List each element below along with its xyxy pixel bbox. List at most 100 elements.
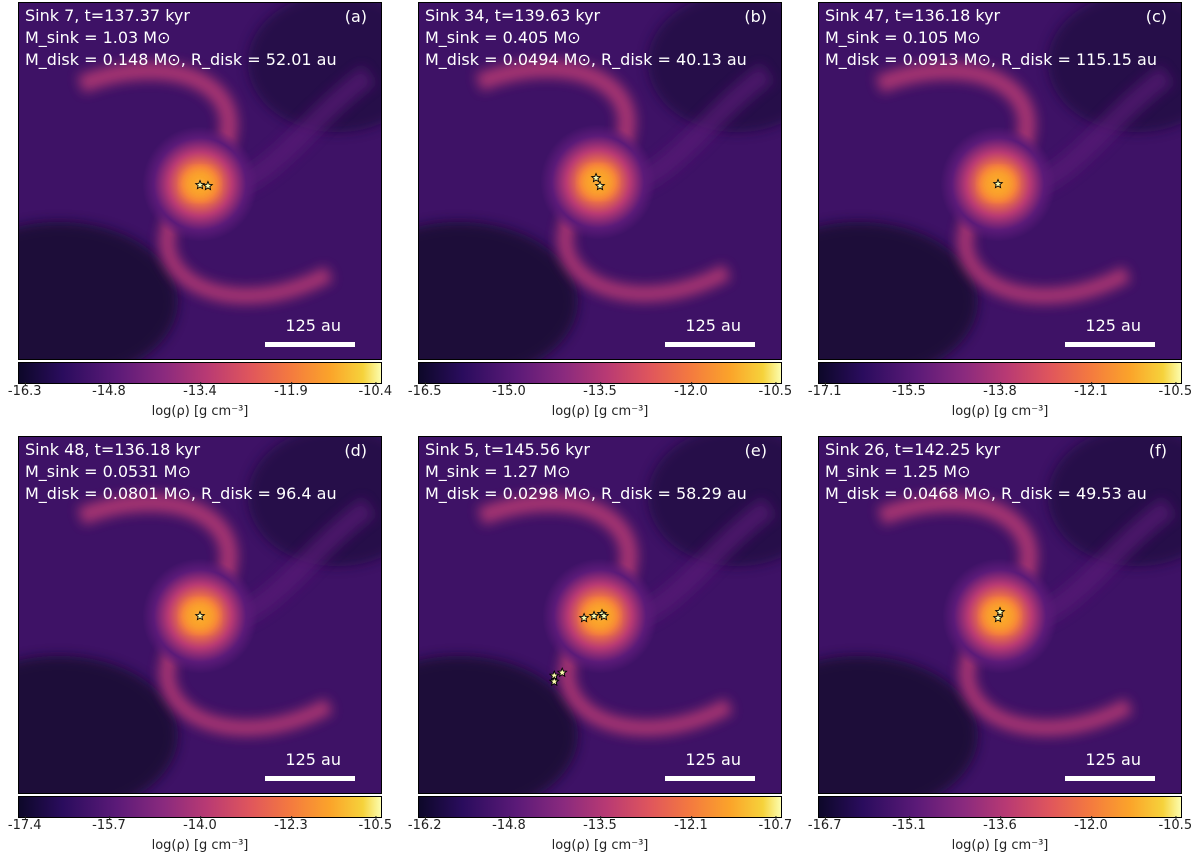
colorbar-tick-label: -12.1 bbox=[674, 816, 708, 833]
scale-bar-label: 125 au bbox=[285, 750, 341, 769]
panel-e: Sink 5, t=145.56 kyr M_sink = 1.27 M⊙ M_di… bbox=[400, 434, 800, 868]
sink-star-marker bbox=[578, 612, 590, 623]
scale-bar bbox=[265, 776, 355, 781]
panel-annotation: Sink 34, t=139.63 kyr M_sink = 0.405 M⊙ M_… bbox=[425, 5, 747, 71]
density-image bbox=[419, 437, 781, 793]
colorbar-label: log(ρ) [g cm⁻³] bbox=[951, 404, 1049, 419]
sink-time-label: Sink 7, t=137.37 kyr bbox=[25, 6, 190, 25]
sink-time-label: Sink 34, t=139.63 kyr bbox=[425, 6, 601, 25]
density-image bbox=[19, 437, 381, 793]
density-map: Sink 47, t=136.18 kyr M_sink = 0.105 M⊙ M_… bbox=[818, 2, 1182, 360]
colorbar-label: log(ρ) [g cm⁻³] bbox=[151, 838, 249, 853]
disk-mass-radius-label: M_disk = 0.0913 M⊙, R_disk = 115.15 au bbox=[825, 50, 1157, 69]
colorbar bbox=[418, 796, 782, 818]
colorbar-tick-label: -12.1 bbox=[1074, 382, 1108, 399]
colorbar-tick-label: -10.5 bbox=[1158, 816, 1193, 833]
sink-star-marker bbox=[194, 179, 206, 190]
colorbar-tick-label: -16.2 bbox=[407, 816, 442, 833]
colorbar-tick-label: -16.3 bbox=[7, 382, 42, 399]
panel-b: Sink 34, t=139.63 kyr M_sink = 0.405 M⊙ M_… bbox=[400, 0, 800, 434]
sink-time-label: Sink 47, t=136.18 kyr bbox=[825, 6, 1001, 25]
sink-mass-label: M_sink = 0.0531 M⊙ bbox=[25, 462, 191, 481]
colorbar-tick-label: -14.0 bbox=[183, 816, 217, 833]
density-map: Sink 26, t=142.25 kyr M_sink = 1.25 M⊙ M_d… bbox=[818, 436, 1182, 794]
density-map: Sink 7, t=137.37 kyr M_sink = 1.03 M⊙ M_di… bbox=[18, 2, 382, 360]
disk-mass-radius-label: M_disk = 0.0468 M⊙, R_disk = 49.53 au bbox=[825, 484, 1147, 503]
sink-mass-label: M_sink = 0.105 M⊙ bbox=[825, 28, 981, 47]
colorbar-tick-label: -17.1 bbox=[807, 382, 842, 399]
colorbar-tick-label: -10.5 bbox=[1158, 382, 1193, 399]
density-image bbox=[19, 3, 381, 359]
colorbar-tick-label: -15.0 bbox=[492, 382, 526, 399]
colorbar-tick-label: -13.6 bbox=[983, 816, 1017, 833]
colorbar bbox=[818, 796, 1182, 818]
colorbar-ticks: -16.2 -14.8 -13.5 -12.1 -10.7 bbox=[408, 816, 792, 836]
sink-star-marker bbox=[598, 610, 610, 621]
colorbar-tick-label: -15.7 bbox=[92, 816, 126, 833]
colorbar-label: log(ρ) [g cm⁻³] bbox=[151, 404, 249, 419]
colorbar-ticks: -17.4 -15.7 -14.0 -12.3 -10.5 bbox=[8, 816, 392, 836]
density-image bbox=[819, 437, 1181, 793]
sink-time-label: Sink 26, t=142.25 kyr bbox=[825, 440, 1001, 459]
sink-time-label: Sink 5, t=145.56 kyr bbox=[425, 440, 590, 459]
sink-mass-label: M_sink = 1.27 M⊙ bbox=[425, 462, 571, 481]
sink-star-marker bbox=[992, 178, 1004, 189]
colorbar-ticks: -16.3 -14.8 -13.4 -11.9 -10.4 bbox=[8, 382, 392, 402]
colorbar-tick-label: -12.0 bbox=[674, 382, 708, 399]
scale-bar bbox=[1065, 776, 1155, 781]
colorbar-tick-label: -16.7 bbox=[807, 816, 842, 833]
sink-mass-label: M_sink = 0.405 M⊙ bbox=[425, 28, 581, 47]
colorbar bbox=[18, 796, 382, 818]
colorbar-label: log(ρ) [g cm⁻³] bbox=[951, 838, 1049, 853]
sink-star-marker bbox=[194, 610, 206, 621]
disk-mass-radius-label: M_disk = 0.148 M⊙, R_disk = 52.01 au bbox=[25, 50, 337, 69]
panel-annotation: Sink 48, t=136.18 kyr M_sink = 0.0531 M⊙ M… bbox=[25, 439, 337, 505]
colorbar-tick-label: -15.5 bbox=[892, 382, 926, 399]
colorbar-tick-label: -12.3 bbox=[274, 816, 308, 833]
colorbar-tick-label: -10.7 bbox=[758, 816, 793, 833]
colorbar bbox=[18, 362, 382, 384]
disk-mass-radius-label: M_disk = 0.0494 M⊙, R_disk = 40.13 au bbox=[425, 50, 747, 69]
scale-bar-label: 125 au bbox=[1085, 316, 1141, 335]
colorbar-tick-label: -10.5 bbox=[358, 816, 393, 833]
density-image bbox=[419, 3, 781, 359]
colorbar-tick-label: -17.4 bbox=[7, 816, 42, 833]
colorbar-tick-label: -14.8 bbox=[92, 382, 126, 399]
scale-bar-label: 125 au bbox=[1085, 750, 1141, 769]
colorbar-tick-label: -13.8 bbox=[983, 382, 1017, 399]
sink-star-marker bbox=[588, 610, 600, 621]
density-map: Sink 5, t=145.56 kyr M_sink = 1.27 M⊙ M_di… bbox=[418, 436, 782, 794]
colorbar-tick-label: -10.5 bbox=[758, 382, 793, 399]
colorbar-ticks: -16.5 -15.0 -13.5 -12.0 -10.5 bbox=[408, 382, 792, 402]
colorbar-tick-label: -15.1 bbox=[892, 816, 926, 833]
scale-bar bbox=[665, 342, 755, 347]
panel-f: Sink 26, t=142.25 kyr M_sink = 1.25 M⊙ M_d… bbox=[800, 434, 1200, 868]
colorbar-ticks: -17.1 -15.5 -13.8 -12.1 -10.5 bbox=[808, 382, 1192, 402]
colorbar-tick-label: -13.4 bbox=[183, 382, 217, 399]
density-map: Sink 34, t=139.63 kyr M_sink = 0.405 M⊙ M_… bbox=[418, 2, 782, 360]
panel-annotation: Sink 5, t=145.56 kyr M_sink = 1.27 M⊙ M_di… bbox=[425, 439, 747, 505]
scale-bar-label: 125 au bbox=[685, 316, 741, 335]
panel-c: Sink 47, t=136.18 kyr M_sink = 0.105 M⊙ M_… bbox=[800, 0, 1200, 434]
colorbar-tick-label: -13.5 bbox=[583, 816, 617, 833]
density-map: Sink 48, t=136.18 kyr M_sink = 0.0531 M⊙ M… bbox=[18, 436, 382, 794]
sink-star-marker bbox=[202, 180, 214, 191]
sink-mass-label: M_sink = 1.25 M⊙ bbox=[825, 462, 971, 481]
colorbar-tick-label: -10.4 bbox=[358, 382, 393, 399]
panel-annotation: Sink 47, t=136.18 kyr M_sink = 0.105 M⊙ M_… bbox=[825, 5, 1157, 71]
colorbar-tick-label: -12.0 bbox=[1074, 816, 1108, 833]
sink-star-marker bbox=[594, 180, 606, 191]
colorbar-tick-label: -13.5 bbox=[583, 382, 617, 399]
disk-mass-radius-label: M_disk = 0.0298 M⊙, R_disk = 58.29 au bbox=[425, 484, 747, 503]
colorbar bbox=[418, 362, 782, 384]
panel-a: Sink 7, t=137.37 kyr M_sink = 1.03 M⊙ M_di… bbox=[0, 0, 400, 434]
colorbar-label: log(ρ) [g cm⁻³] bbox=[551, 838, 649, 853]
scale-bar bbox=[1065, 342, 1155, 347]
sink-star-marker bbox=[556, 667, 568, 678]
panel-annotation: Sink 26, t=142.25 kyr M_sink = 1.25 M⊙ M_d… bbox=[825, 439, 1147, 505]
panel-tag: (f) bbox=[1148, 441, 1167, 460]
sink-star-marker bbox=[590, 172, 602, 183]
disk-mass-radius-label: M_disk = 0.0801 M⊙, R_disk = 96.4 au bbox=[25, 484, 337, 503]
scale-bar-label: 125 au bbox=[285, 316, 341, 335]
